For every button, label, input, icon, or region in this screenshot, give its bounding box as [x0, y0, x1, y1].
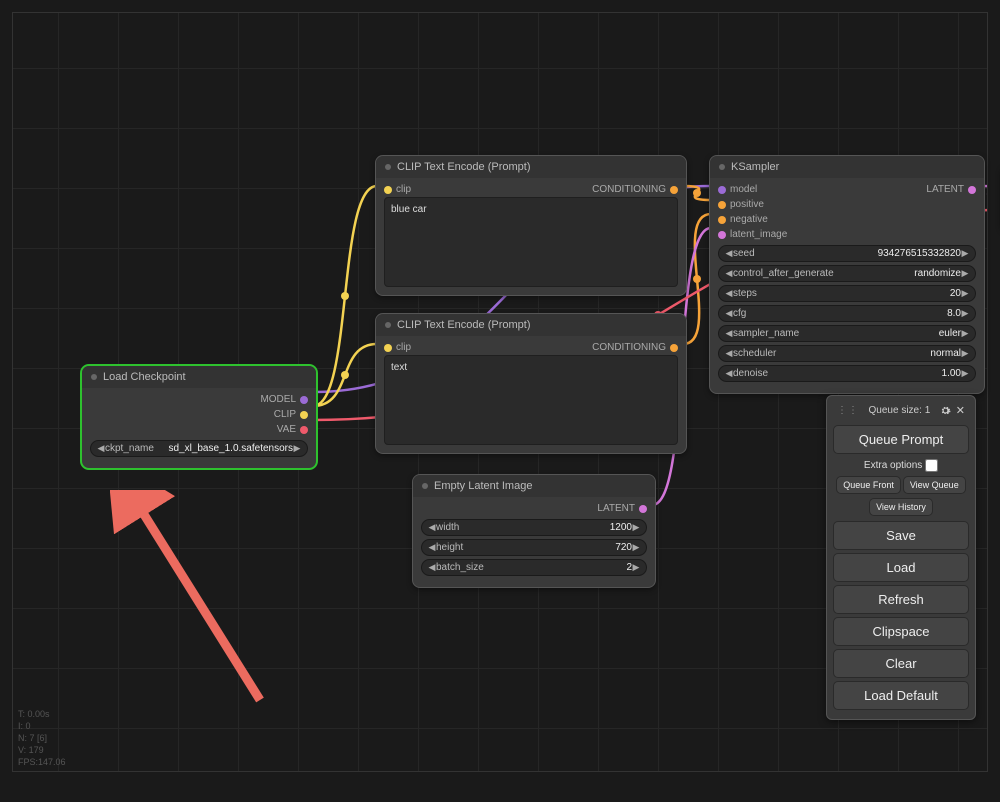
collapse-icon: [719, 164, 725, 170]
node-clip-encode-negative[interactable]: CLIP Text Encode (Prompt) clip CONDITIONI…: [375, 313, 687, 454]
port-cond-out[interactable]: [670, 186, 678, 194]
node-title[interactable]: CLIP Text Encode (Prompt): [376, 156, 686, 178]
node-title[interactable]: KSampler: [710, 156, 984, 178]
port-cond-out[interactable]: [670, 344, 678, 352]
input-clip: clip: [396, 184, 411, 195]
view-history-button[interactable]: View History: [869, 498, 933, 516]
queue-prompt-button[interactable]: Queue Prompt: [833, 425, 969, 454]
output-latent: LATENT: [926, 184, 964, 195]
clear-button[interactable]: Clear: [833, 649, 969, 678]
prompt-text[interactable]: text: [384, 355, 678, 445]
node-clip-encode-positive[interactable]: CLIP Text Encode (Prompt) clip CONDITIONI…: [375, 155, 687, 296]
drag-handle-icon[interactable]: ⋮⋮: [837, 405, 859, 416]
control-panel[interactable]: ⋮⋮ Queue size: 1 ✕ Queue Prompt Extra op…: [826, 395, 976, 720]
gear-icon[interactable]: [940, 405, 951, 416]
input-clip: clip: [396, 342, 411, 353]
output-conditioning: CONDITIONING: [592, 184, 666, 195]
refresh-button[interactable]: Refresh: [833, 585, 969, 614]
close-icon[interactable]: ✕: [956, 404, 965, 417]
output-clip: CLIP: [274, 409, 296, 420]
extra-options-label: Extra options: [864, 460, 922, 471]
field-width[interactable]: ◀width1200▶: [421, 519, 647, 536]
input-latent-image: latent_image: [730, 229, 787, 240]
collapse-icon: [422, 483, 428, 489]
node-title[interactable]: CLIP Text Encode (Prompt): [376, 314, 686, 336]
field-cfg[interactable]: ◀cfg8.0▶: [718, 305, 976, 322]
collapse-icon: [91, 374, 97, 380]
collapse-icon: [385, 164, 391, 170]
node-ksampler[interactable]: KSampler model LATENT positive negative l…: [709, 155, 985, 394]
port-model[interactable]: [300, 396, 308, 404]
port-negative-in[interactable]: [718, 216, 726, 224]
field-sampler-name[interactable]: ◀sampler_nameeuler▶: [718, 325, 976, 342]
input-model: model: [730, 184, 757, 195]
field-batch-size[interactable]: ◀batch_size2▶: [421, 559, 647, 576]
input-negative: negative: [730, 214, 768, 225]
save-button[interactable]: Save: [833, 521, 969, 550]
port-latent-out[interactable]: [639, 505, 647, 513]
port-clip-in[interactable]: [384, 344, 392, 352]
port-positive-in[interactable]: [718, 201, 726, 209]
view-queue-button[interactable]: View Queue: [903, 476, 966, 494]
field-height[interactable]: ◀height720▶: [421, 539, 647, 556]
field-ckpt-name[interactable]: ◀ckpt_namesd_xl_base_1.0.safetensors▶: [90, 440, 308, 457]
port-vae[interactable]: [300, 426, 308, 434]
clipspace-button[interactable]: Clipspace: [833, 617, 969, 646]
input-positive: positive: [730, 199, 764, 210]
queue-size-value: 1: [925, 405, 931, 416]
output-latent: LATENT: [597, 503, 635, 514]
stats-overlay: T: 0.00s I: 0 N: 7 [6] V: 179 FPS:147.06: [18, 708, 66, 768]
field-scheduler[interactable]: ◀schedulernormal▶: [718, 345, 976, 362]
field-control-after-generate[interactable]: ◀control_after_generaterandomize▶: [718, 265, 976, 282]
port-latent-in[interactable]: [718, 231, 726, 239]
port-latent-out[interactable]: [968, 186, 976, 194]
load-button[interactable]: Load: [833, 553, 969, 582]
collapse-icon: [385, 322, 391, 328]
port-model-in[interactable]: [718, 186, 726, 194]
port-clip[interactable]: [300, 411, 308, 419]
node-title[interactable]: Load Checkpoint: [82, 366, 316, 388]
node-title[interactable]: Empty Latent Image: [413, 475, 655, 497]
prompt-text[interactable]: blue car: [384, 197, 678, 287]
field-seed[interactable]: ◀seed934276515332820▶: [718, 245, 976, 262]
queue-front-button[interactable]: Queue Front: [836, 476, 901, 494]
port-clip-in[interactable]: [384, 186, 392, 194]
output-conditioning: CONDITIONING: [592, 342, 666, 353]
node-empty-latent[interactable]: Empty Latent Image LATENT ◀width1200▶ ◀h…: [412, 474, 656, 588]
output-model: MODEL: [260, 394, 296, 405]
extra-options-checkbox[interactable]: [925, 459, 938, 472]
node-load-checkpoint[interactable]: Load Checkpoint MODEL CLIP VAE ◀ckpt_nam…: [81, 365, 317, 469]
load-default-button[interactable]: Load Default: [833, 681, 969, 710]
output-vae: VAE: [277, 424, 296, 435]
field-denoise[interactable]: ◀denoise1.00▶: [718, 365, 976, 382]
field-steps[interactable]: ◀steps20▶: [718, 285, 976, 302]
queue-size-label: Queue size:: [869, 405, 922, 416]
